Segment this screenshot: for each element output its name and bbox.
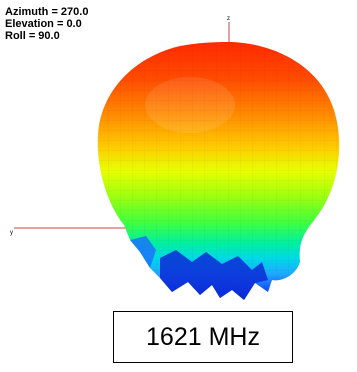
view-parameters: Azimuth = 270.0 Elevation = 0.0 Roll = 9…: [5, 6, 88, 42]
frequency-label: 1621 MHz: [113, 311, 293, 363]
z-axis-label: z: [227, 16, 230, 22]
radiation-lobe: [97, 42, 340, 300]
y-axis-label: y: [10, 230, 13, 236]
azimuth-readout: Azimuth = 270.0: [5, 6, 89, 18]
elevation-readout: Elevation = 0.0: [5, 18, 82, 30]
roll-readout: Roll = 90.0: [5, 30, 60, 42]
